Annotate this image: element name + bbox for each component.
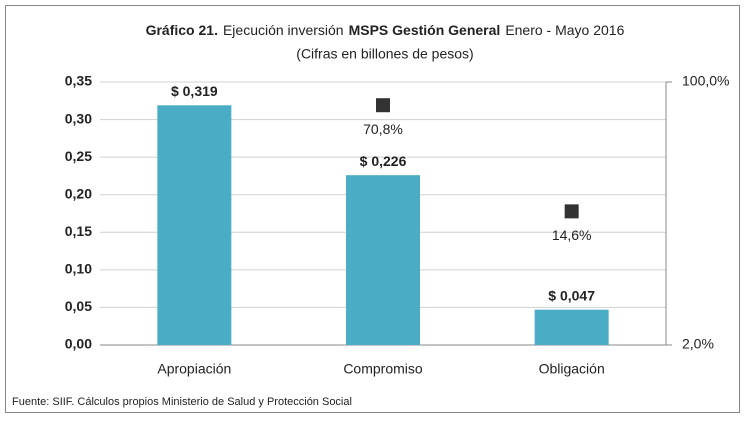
- y-tick-label: 0,30: [65, 110, 92, 126]
- data-label: $ 0,226: [360, 153, 407, 169]
- x-tick-label: Obligación: [539, 361, 605, 377]
- chart-title: Gráfico 21. Ejecución inversión MSPS Gesti…: [146, 22, 625, 38]
- y-tick-label: 0,25: [65, 148, 92, 164]
- y2-tick-label: 100,0%: [682, 73, 729, 89]
- x-tick-label: Apropiación: [157, 361, 231, 377]
- bar: [157, 105, 232, 346]
- bar: [346, 175, 420, 345]
- title-part: Ejecución inversión: [223, 22, 344, 38]
- chart-subtitle: (Cifras en billones de pesos): [296, 46, 473, 62]
- bar: [534, 309, 609, 345]
- data-label: 70,8%: [363, 121, 403, 137]
- x-tick-label: Compromiso: [343, 361, 423, 377]
- y-tick-label: 0,20: [65, 185, 92, 201]
- y-tick-label: 0,10: [65, 261, 92, 277]
- marker: [376, 98, 390, 113]
- data-label: 14,6%: [552, 227, 592, 243]
- marker: [564, 204, 579, 219]
- title-part: Gráfico 21.: [146, 22, 218, 38]
- y-tick-label: 0,00: [65, 336, 92, 352]
- title-part: Enero - Mayo 2016: [505, 22, 624, 38]
- y-tick-label: 0,35: [65, 73, 92, 89]
- data-label: $ 0,319: [171, 83, 218, 99]
- source-note: Fuente: SIIF. Cálculos propios Ministeri…: [12, 396, 352, 408]
- y2-tick-label: 2,0%: [682, 336, 714, 352]
- title-part: MSPS Gestión General: [349, 22, 501, 38]
- data-label: $ 0,047: [548, 287, 595, 303]
- y-tick-label: 0,05: [65, 298, 92, 314]
- y-tick-label: 0,15: [65, 223, 92, 239]
